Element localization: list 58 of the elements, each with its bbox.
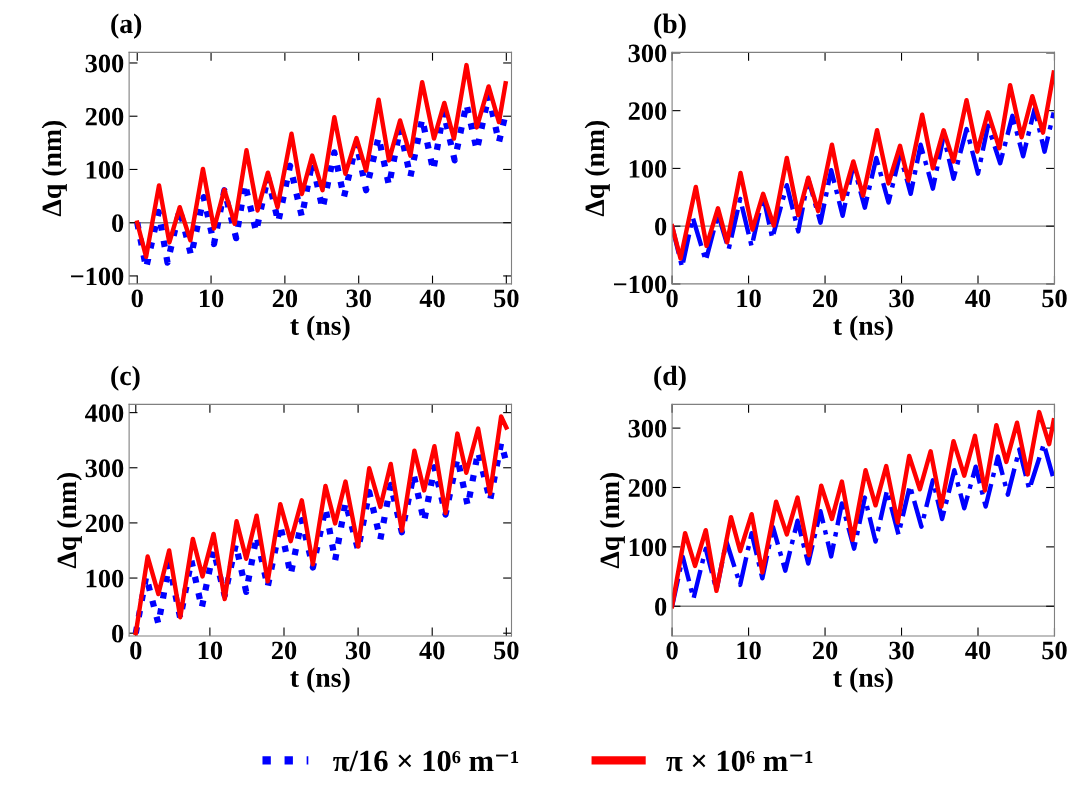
chart-title: (d) [654,365,686,391]
x-tick-label: 10 [198,641,223,660]
x-tick-label: 10 [199,289,224,308]
y-tick-label: 400 [85,404,124,423]
x-tick-label: 50 [1042,641,1067,660]
x-axis-title: t (ns) [833,667,893,693]
y-axis-title: Δq (nm) [584,120,610,217]
legend-label: π/16 × 10⁶ m⁻¹ [333,750,519,772]
x-tick-label: 40 [965,289,991,308]
y-tick-label: 300 [85,459,124,478]
x-tick-label: 30 [345,641,371,660]
line-series [672,70,1055,261]
x-tick-label: 30 [346,289,371,308]
y-tick-label: 300 [628,44,667,63]
line-series [672,409,1055,609]
y-axis-title: Δq (nm) [599,472,625,569]
y-tick-label: 100 [629,160,667,178]
x-tick-label: 30 [889,641,914,660]
x-tick-label: 50 [494,641,519,660]
x-tick-label: 0 [130,641,142,660]
x-axis-title: t (ns) [290,667,350,693]
y-tick-label: 100 [86,569,124,588]
y-tick-label: 100 [86,161,124,179]
y-axis-title: Δq (nm) [56,472,82,569]
y-tick-label: 200 [85,107,124,126]
x-axis-title: t (ns) [290,315,350,341]
x-tick-label: 50 [1042,289,1067,308]
x-tick-label: 20 [812,641,838,660]
x-tick-label: 40 [419,289,445,308]
y-tick-label: 200 [85,514,124,533]
chart-title: (c) [111,365,140,391]
x-tick-label: 30 [889,289,914,308]
y-tick-label: −100 [71,267,124,286]
y-tick-label: 0 [112,624,124,643]
line-series [135,62,508,259]
y-tick-label: 0 [655,597,667,616]
x-tick-label: 20 [272,289,298,308]
x-tick-label: 40 [965,641,991,660]
x-tick-label: 20 [271,641,297,660]
y-tick-label: 300 [628,419,667,438]
x-tick-label: 20 [812,289,838,308]
legend-label: π × 10⁶ m⁻¹ [666,750,813,772]
x-tick-label: 50 [494,289,519,308]
y-tick-label: 0 [655,217,667,236]
x-tick-label: 0 [131,289,143,308]
chart-title: (b) [654,13,686,39]
x-tick-label: 10 [737,289,761,308]
x-tick-label: 40 [419,641,445,660]
y-axis-title: Δq (nm) [41,120,67,217]
x-axis-title: t (ns) [833,315,893,341]
y-tick-label: 0 [112,214,124,233]
y-tick-label: 200 [628,479,667,497]
chart-title: (a) [111,13,142,39]
y-tick-label: −100 [614,275,667,294]
y-tick-label: 200 [628,102,667,121]
y-tick-label: 300 [85,54,124,73]
x-tick-label: 10 [737,641,761,660]
y-tick-label: 100 [629,538,667,557]
